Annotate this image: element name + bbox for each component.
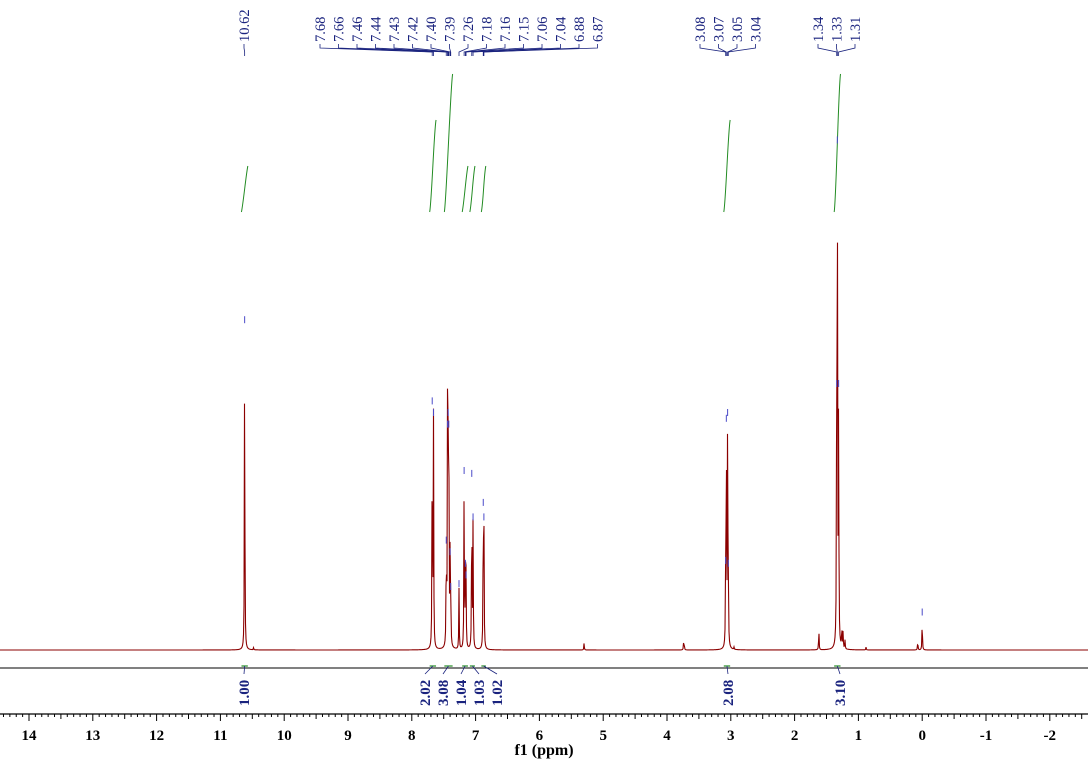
peak-label-leader: [412, 44, 450, 56]
integral-curves: [240, 73, 842, 213]
integral-curve: [469, 165, 476, 213]
peak-label-leader: [817, 44, 838, 56]
peak-label-leader: [727, 44, 738, 56]
x-tick-label: -1: [980, 728, 993, 744]
peak-label: 7.06: [535, 17, 551, 42]
integral-value: 1.04: [454, 679, 470, 706]
peak-label: 3.08: [693, 17, 709, 42]
peak-label: 6.87: [591, 17, 607, 42]
integral-leader: [424, 665, 434, 675]
peak-label-leader: [483, 44, 598, 56]
peak-label: 7.16: [498, 17, 514, 42]
peak-label-leader: [718, 44, 727, 56]
x-tick-label: 10: [277, 728, 292, 744]
x-tick-label: 6: [536, 728, 544, 744]
integral-curve: [480, 165, 487, 213]
integral-curve: [429, 119, 437, 213]
integral-leader: [243, 665, 246, 675]
integral-value: 2.08: [721, 680, 737, 706]
integral-value: 1.02: [490, 680, 506, 706]
peak-label-leader: [338, 44, 434, 56]
peak-label-leader: [463, 44, 487, 56]
peak-label-leader: [319, 44, 433, 56]
integral-value: 3.10: [833, 680, 849, 706]
peak-label-leader: [472, 44, 561, 56]
integral-leader: [483, 665, 498, 675]
integral-labels: 1.00 2.02 3.08 1.04 1.03 1.02 2.08 3.10: [237, 665, 849, 706]
peak-label: 7.18: [480, 17, 496, 42]
peak-label-leader: [243, 44, 246, 56]
integral-leader: [442, 665, 449, 675]
peak-label: 7.26: [461, 17, 477, 42]
x-tick-label: 3: [727, 728, 735, 744]
x-tick-label: 14: [22, 728, 38, 744]
spectrum-layer: [0, 136, 1088, 651]
x-tick-label: 7: [472, 728, 480, 744]
peak-label-leader: [449, 44, 452, 56]
peak-label: 7.39: [443, 17, 459, 42]
peak-label-leader: [375, 44, 448, 56]
peak-label: 3.07: [712, 17, 728, 42]
peak-label-leader: [699, 44, 727, 56]
x-axis-title: f1 (ppm): [514, 742, 573, 759]
peak-label: 1.34: [811, 16, 827, 42]
peak-label: 7.04: [554, 16, 570, 42]
peak-label: 10.62: [237, 9, 253, 42]
x-tick-label: 4: [663, 728, 671, 744]
peak-label-leader: [471, 44, 543, 56]
peak-label: 3.04: [749, 16, 765, 42]
integral-value: 3.08: [436, 680, 452, 706]
peak-label: 7.15: [517, 17, 533, 42]
peak-label: 7.42: [406, 17, 422, 42]
integral-curve: [443, 73, 454, 213]
peak-label-leader: [838, 44, 856, 56]
x-tick-label: 9: [344, 728, 352, 744]
integral-curve: [240, 165, 249, 213]
peak-label-leader: [727, 44, 756, 56]
peak-label: 7.46: [350, 17, 366, 42]
x-tick-label: 1: [855, 728, 863, 744]
x-tick-label: 0: [918, 728, 926, 744]
peak-label: 1.31: [848, 17, 864, 42]
peak-label: 7.44: [369, 16, 385, 42]
x-tick-label: 2: [791, 728, 799, 744]
peak-label: 3.05: [730, 17, 746, 42]
peak-label-leader: [465, 44, 524, 56]
integral-leader: [726, 665, 729, 675]
integral-leader: [460, 665, 466, 675]
integral-value: 1.00: [237, 680, 253, 706]
integral-curve: [461, 165, 469, 213]
peak-label-leader: [356, 44, 447, 56]
peak-label: 7.66: [332, 17, 348, 42]
peak-label: 1.33: [830, 17, 846, 42]
peak-labels: 10.62 7.68 7.66 7.46 7.44 7.43 7.42 7.40 7.39 7.2…: [237, 9, 864, 56]
spectrum-trace: [0, 242, 1088, 651]
x-tick-label: 13: [85, 728, 100, 744]
peak-label-leader: [836, 44, 838, 56]
peak-label: 7.43: [387, 17, 403, 42]
peak-label: 6.88: [572, 17, 588, 42]
x-tick-label: 8: [408, 728, 416, 744]
integral-value: 2.02: [418, 680, 434, 706]
integral-curve: [723, 119, 731, 213]
integral-leader: [836, 665, 841, 675]
peak-label: 7.40: [424, 17, 440, 42]
peak-label-leader: [458, 44, 469, 56]
integral-leader: [472, 665, 480, 675]
x-tick-label: 5: [599, 728, 607, 744]
integral-value: 1.03: [472, 680, 488, 706]
x-tick-label: -2: [1044, 728, 1057, 744]
x-tick-label: 11: [213, 728, 227, 744]
peak-label-leader: [393, 44, 449, 56]
x-tick-label: 12: [149, 728, 164, 744]
x-axis: 14 13 12 11 10 9 8 7 6 5 4 3 2 1 0 -1 -2: [0, 713, 1088, 744]
peak-label: 7.68: [313, 17, 329, 42]
peak-label-leader: [464, 44, 506, 56]
peak-label-leader: [430, 44, 451, 56]
